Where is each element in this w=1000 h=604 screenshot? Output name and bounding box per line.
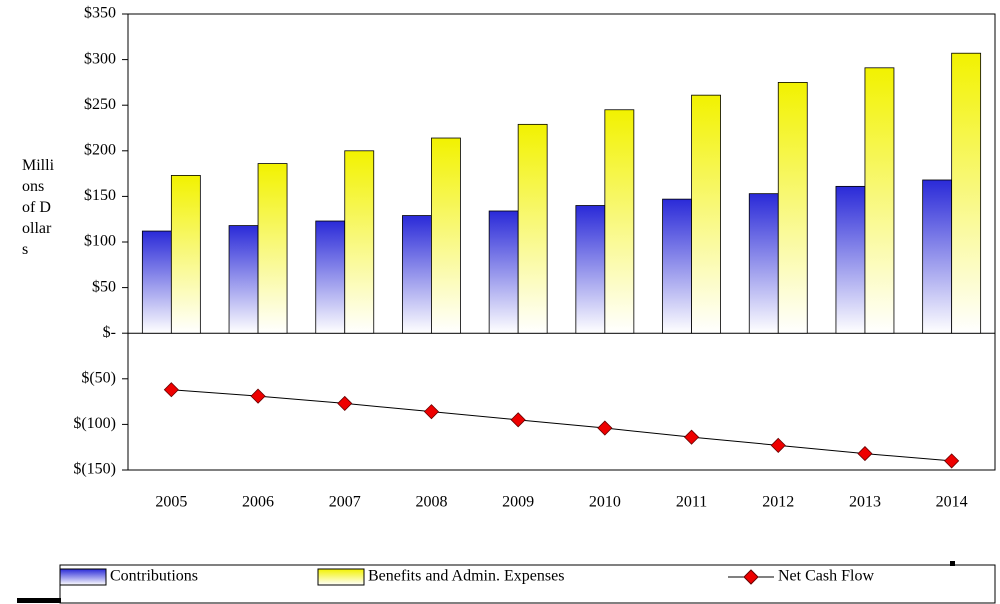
marker — [857, 446, 873, 462]
bar — [431, 137, 461, 334]
bar — [777, 82, 808, 334]
x-tick-label: 2010 — [589, 494, 621, 511]
y-tick-label: $- — [103, 324, 116, 341]
marker — [770, 437, 786, 453]
bar — [604, 109, 635, 334]
marker — [510, 412, 526, 428]
line — [171, 389, 952, 462]
x-tick-label: 2012 — [762, 494, 794, 511]
bar — [835, 185, 866, 334]
y-tick-label: $50 — [92, 278, 116, 295]
legend-key — [59, 568, 107, 586]
bar — [141, 230, 172, 334]
bar — [922, 179, 953, 334]
marker — [250, 388, 266, 404]
bar — [402, 215, 432, 334]
x-tick-label: 2014 — [936, 494, 968, 511]
x-tick-label: 2011 — [676, 494, 707, 511]
bar — [575, 205, 606, 334]
y-tick-label: $(100) — [73, 415, 116, 432]
legend-label: Net Cash Flow — [778, 568, 874, 585]
bar — [257, 163, 288, 334]
bar — [691, 94, 721, 334]
bar — [748, 193, 779, 334]
legend-decoration — [950, 561, 955, 566]
marker — [683, 429, 700, 445]
y-tick-label: $350 — [84, 5, 116, 22]
legend-key — [743, 569, 759, 585]
marker — [337, 395, 353, 411]
bar — [864, 67, 895, 334]
bar — [344, 150, 375, 334]
bar — [170, 175, 201, 334]
x-tick-label: 2005 — [155, 494, 187, 511]
y-tick-label: $200 — [84, 141, 116, 158]
legend-key — [317, 568, 365, 586]
legend-label: Benefits and Admin. Expenses — [368, 568, 564, 585]
x-tick-label: 2006 — [242, 494, 274, 511]
bar — [488, 210, 519, 334]
x-tick-label: 2008 — [415, 494, 447, 511]
marker — [423, 404, 440, 420]
legend-decoration — [17, 598, 61, 603]
y-tick-label: $150 — [84, 187, 116, 204]
y-tick-label: $(50) — [81, 369, 116, 386]
bar — [517, 123, 548, 334]
bar — [662, 198, 692, 334]
y-tick-label: $300 — [84, 50, 116, 67]
marker — [163, 382, 179, 398]
y-tick-label: $250 — [84, 96, 116, 113]
x-tick-label: 2013 — [849, 494, 881, 511]
x-tick-label: 2007 — [329, 494, 361, 511]
y-tick-label: $100 — [84, 233, 116, 250]
x-tick-label: 2009 — [502, 494, 534, 511]
bar — [315, 220, 346, 334]
marker — [944, 453, 960, 469]
bar — [951, 52, 982, 334]
legend-label: Contributions — [110, 568, 198, 585]
y-tick-label: $(150) — [73, 461, 116, 478]
marker — [597, 420, 613, 436]
bar — [228, 225, 259, 334]
y-axis-title: Millions of Dollars — [22, 157, 55, 258]
